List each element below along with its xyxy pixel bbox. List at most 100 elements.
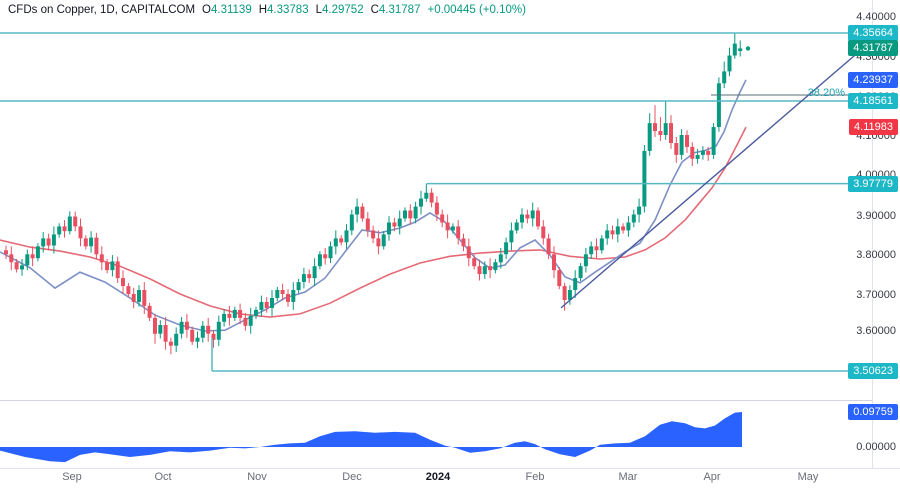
time-axis-separator [0,468,900,469]
last-price-dot [745,46,751,51]
candle-body [589,246,594,255]
candle-body [365,218,370,231]
candle-body [498,254,503,263]
time-tick: 2024 [425,471,451,483]
candle-body [477,266,482,275]
candle-body [403,210,407,219]
candle-body [690,146,695,159]
candle-body [121,278,125,286]
change-value: +0.00445 (+0.10%) [427,4,526,16]
price-label-badge: 4.31787 [848,40,898,56]
open-label: O [202,4,211,16]
candle-body [291,290,296,302]
candle-body [174,333,179,346]
candle-body [110,261,115,271]
time-tick: Oct [154,471,172,483]
price-axis-separator [872,0,873,468]
candle-body [488,266,493,271]
candle-body [115,261,120,279]
candle-body [126,286,131,295]
symbol-legend[interactable]: CFDs on Copper, 1D, CAPITALCOM O4.31139 H4… [8,4,526,16]
low-label: L [315,4,323,16]
candle-body [238,309,243,318]
candle-body [312,266,317,279]
candle-body [190,329,195,342]
candle-body [51,234,56,246]
candle-body [147,305,152,318]
candle-body [626,222,631,231]
fib-retracement-label[interactable]: 38.20% [807,87,845,99]
price-tick: 3.90000 [856,210,896,222]
trend-line[interactable] [560,54,856,309]
candle-body [615,226,620,235]
candle-body [195,337,200,342]
candle-body [727,55,732,72]
candle-body [472,258,477,267]
candle-body [200,325,205,338]
candle-body [605,230,610,239]
price-tick: 3.70000 [856,289,896,301]
candle-body [610,230,615,235]
candle-body [158,325,163,334]
candle-body [440,214,445,223]
candle-body [275,290,280,298]
candle-body [4,250,8,255]
candle-body [35,246,40,259]
candle-body [227,313,232,318]
candle-body [94,237,99,255]
candle-body [62,226,67,232]
time-tick: Dec [342,471,362,483]
candle-body [424,192,429,199]
candle-body [732,43,737,56]
candle-body [711,127,716,155]
price-label-badge: 4.35664 [848,25,898,41]
close-value: 4.31787 [378,4,421,16]
candle-body [25,254,30,266]
candle-body [153,317,157,334]
candle-body [637,206,642,215]
price-label-badge: 3.97779 [848,176,898,192]
candle-body [557,270,562,287]
candle-body [184,321,189,330]
candle-body [397,218,402,227]
candle-body [509,230,514,243]
candle-body [578,266,583,279]
candle-body [583,254,588,267]
candle-body [20,265,24,270]
candle-body [232,309,237,318]
indicator-area [0,412,742,463]
candle-body [482,266,487,275]
time-tick: May [797,471,819,483]
candle-body [67,216,72,232]
candle-body [83,238,88,247]
price-tick: 4.40000 [856,11,896,23]
candle-body [445,222,450,231]
candle-body [695,154,700,159]
candle-body [700,150,705,155]
candle-body [738,48,743,51]
candle-body [567,290,572,300]
open-value: 4.31139 [211,4,252,16]
candle-body [99,254,104,263]
price-label-badge: 4.23937 [848,72,898,88]
candle-body [307,274,312,279]
candle-body [376,238,381,247]
candle-body [716,83,721,127]
candle-body [466,246,471,259]
price-label-badge: 3.50623 [848,363,898,379]
candle-body [631,214,636,223]
pane-separator[interactable] [0,400,872,401]
candle-body [562,286,567,300]
candle-body [73,216,78,227]
candle-body [456,226,461,239]
candle-body [286,294,290,302]
candle-body [222,313,227,322]
fast-ma-line [0,79,747,332]
candle-body [142,290,147,306]
candle-body [41,238,46,247]
candle-body [360,206,365,219]
candle-body [514,222,519,231]
candle-body [163,325,168,342]
